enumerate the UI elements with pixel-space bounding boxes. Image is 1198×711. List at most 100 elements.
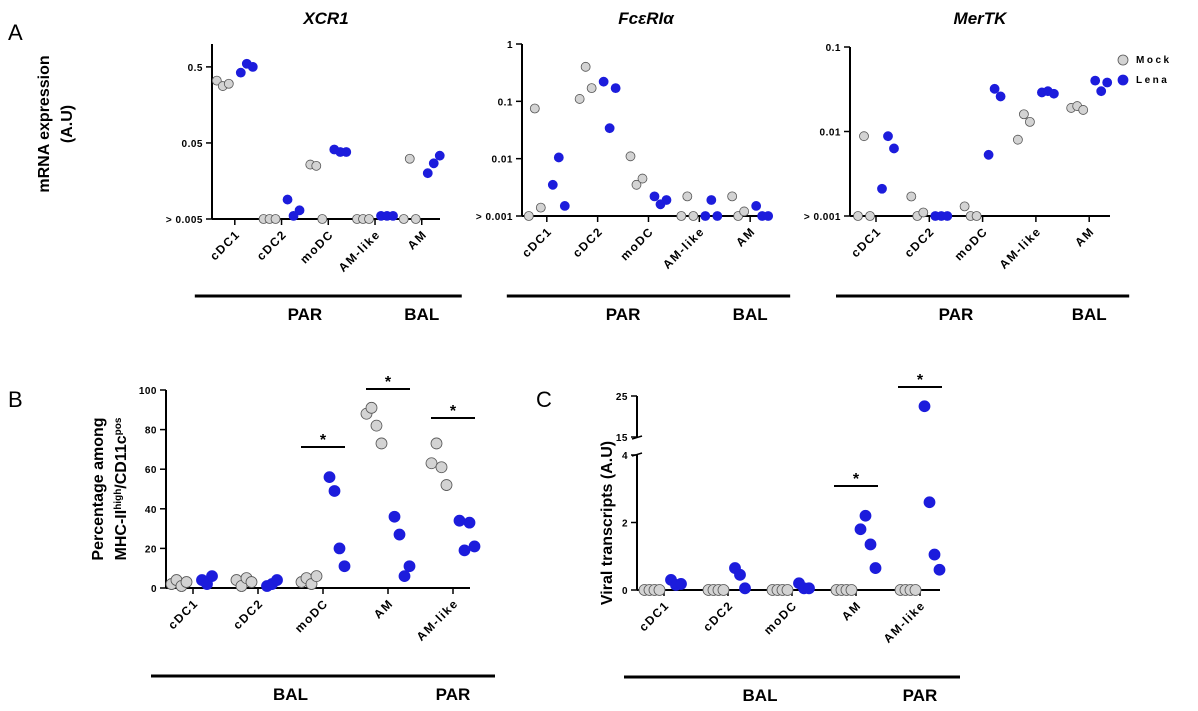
- panel-a-ylabel-line1: mRNA expression: [36, 55, 53, 192]
- category-label-cdc2: cDC2: [230, 596, 266, 632]
- data-point-lena-am-like: [918, 400, 931, 413]
- data-point-mock-cdc2: [574, 94, 585, 104]
- chart-title: XCR1: [302, 9, 348, 28]
- data-point-mock-modc: [781, 584, 794, 596]
- data-point-lena-am-like: [923, 496, 936, 509]
- data-point-lena-cdc1: [553, 152, 564, 163]
- group-label-bal: BAL: [1072, 305, 1107, 324]
- data-point-lena-cdc2: [610, 83, 621, 94]
- data-point-mock-modc: [631, 179, 642, 190]
- data-point-lena-cdc2: [734, 568, 746, 581]
- data-point-mock-cdc1: [523, 211, 534, 221]
- panel-b-ylabel-line2: MHC-IIhigh/CD11cpos: [113, 417, 130, 560]
- data-point-mock-am: [1078, 105, 1089, 115]
- data-point-mock-am: [365, 401, 378, 414]
- data-point-mock-cdc1: [529, 103, 540, 114]
- data-point-lena-modc: [995, 91, 1006, 102]
- group-label-par: PAR: [436, 685, 471, 704]
- data-point-lena-am-like: [388, 210, 398, 221]
- y-tick-label: > 0.001: [476, 212, 513, 223]
- y-tick-label: 0: [151, 584, 157, 595]
- panel-letter-c: C: [536, 387, 552, 412]
- data-point-lena-am-like: [1049, 88, 1059, 99]
- group-label-bal: BAL: [743, 686, 778, 705]
- panel-b-ylabel-mhc: MHC-II: [113, 510, 130, 561]
- axis-break-mark: [631, 452, 643, 457]
- category-label-cdc1: cDC1: [207, 227, 243, 263]
- data-point-lena-am-like: [458, 544, 471, 557]
- data-point-lena-am: [1102, 77, 1113, 88]
- panel-b-ylabel-sup-pos: pos: [113, 417, 124, 435]
- data-point-lena-am-like: [468, 540, 481, 553]
- data-point-lena-modc: [989, 83, 1000, 94]
- y-tick-label: 4: [622, 451, 628, 462]
- data-point-mock-am-like: [909, 584, 922, 596]
- data-point-lena-cdc2: [942, 211, 953, 221]
- category-label-am: AM: [733, 224, 758, 249]
- chart-percentage: 0 20 40 60 80 100 cDC1 cDC2 moDC AM AM-like * * * BAL P…: [139, 374, 495, 704]
- data-point-lena-cdc1: [559, 201, 570, 211]
- data-point-lena-am: [403, 560, 416, 573]
- chart-viral-transcripts: 0 2 4 15 25 cDC1 cDC2 moDC AM AM-like * * BAL PAR: [616, 372, 960, 705]
- data-point-lena-am-like: [463, 516, 476, 529]
- data-point-lena-am: [393, 528, 406, 541]
- y-tick-label: 0.01: [492, 155, 513, 166]
- category-label-cdc2: cDC2: [254, 227, 290, 263]
- data-point-lena-modc: [661, 195, 672, 205]
- category-label-am-like: AM-like: [997, 224, 1045, 272]
- significance-star: *: [917, 372, 924, 389]
- data-point-mock-cdc1: [180, 576, 193, 588]
- group-label-par: PAR: [903, 686, 938, 705]
- chart-fceria: FcεRIα > 0.001 0.01 0.1 1 cDC1 cDC2 moDC AM-like…: [476, 9, 791, 324]
- y-tick-label: 0.5: [188, 63, 203, 74]
- y-tick-label: > 0.001: [804, 212, 841, 223]
- y-tick-label: 0: [622, 586, 628, 597]
- group-label-bal: BAL: [404, 305, 439, 324]
- category-label-am-like: AM-like: [881, 598, 929, 646]
- data-point-lena-modc: [328, 485, 341, 497]
- data-point-lena-cdc2: [271, 574, 283, 586]
- significance-star: *: [320, 432, 327, 449]
- category-label-cdc1: cDC1: [636, 598, 672, 634]
- data-point-lena-am-like: [700, 211, 711, 221]
- significance-star: *: [385, 374, 392, 391]
- data-point-mock-am-like: [364, 214, 374, 224]
- data-point-mock-cdc2: [586, 83, 597, 94]
- data-point-lena-cdc2: [294, 205, 305, 216]
- significance-star: *: [450, 403, 457, 420]
- data-point-mock-cdc2: [717, 584, 730, 596]
- data-point-mock-cdc2: [580, 61, 591, 72]
- category-label-cdc2: cDC2: [700, 598, 736, 634]
- group-label-par: PAR: [939, 305, 974, 324]
- legend-marker-mock: [1117, 54, 1129, 66]
- data-point-lena-am-like: [933, 563, 946, 576]
- y-tick-label: 20: [145, 544, 157, 555]
- data-point-lena-modc: [803, 582, 815, 595]
- category-label-modc: moDC: [292, 596, 331, 635]
- data-point-mock-am: [370, 419, 383, 432]
- data-point-mock-am-like: [1013, 134, 1023, 145]
- group-label-par: PAR: [288, 305, 323, 324]
- data-point-mock-modc: [310, 570, 323, 583]
- data-point-mock-cdc1: [653, 584, 666, 596]
- data-point-mock-am: [727, 191, 738, 202]
- data-point-lena-cdc1: [877, 183, 887, 194]
- y-tick-label: 0.01: [820, 128, 841, 139]
- axis-break-mark: [631, 435, 643, 440]
- legend: Mock Lena: [1117, 54, 1169, 86]
- data-point-mock-modc: [959, 201, 970, 212]
- data-point-lena-modc: [333, 542, 346, 555]
- data-point-lena-am: [751, 201, 762, 211]
- y-tick-label: 0.05: [182, 139, 203, 150]
- chart-mertk: MerTK > 0.001 0.01 0.1 cDC1 cDC2 moDC AM-like AM…: [804, 9, 1130, 324]
- data-point-lena-modc: [323, 471, 336, 484]
- data-point-mock-am: [410, 214, 421, 224]
- category-label-modc: moDC: [761, 598, 800, 637]
- data-point-mock-cdc2: [918, 207, 929, 218]
- y-tick-label: 25: [616, 392, 628, 403]
- category-label-am-like: AM-like: [414, 596, 462, 644]
- data-point-lena-am-like: [928, 548, 941, 561]
- category-label-am-like: AM-like: [336, 227, 384, 275]
- data-point-lena-cdc1: [889, 143, 899, 154]
